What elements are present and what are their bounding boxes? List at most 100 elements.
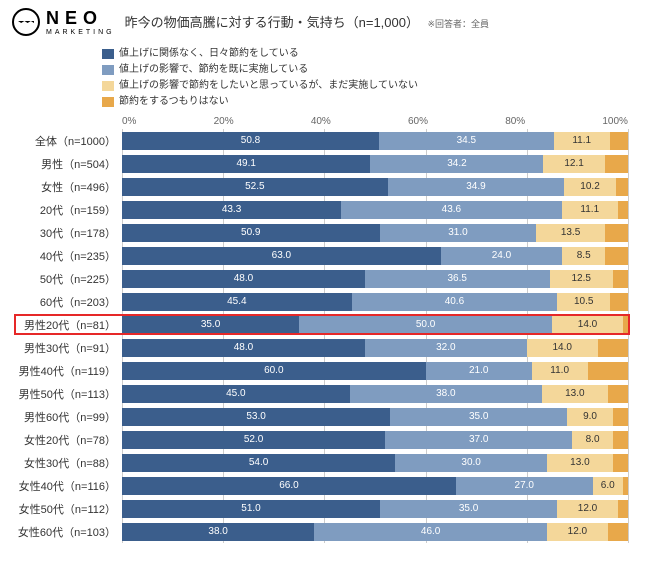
row-label: 男性30代（n=91） — [12, 340, 122, 356]
row-label: 男性40代（n=119） — [12, 363, 122, 379]
row-label: 女性40代（n=116） — [12, 478, 122, 494]
row-label: 60代（n=203） — [12, 294, 122, 310]
legend-item: 値上げの影響で、節約を既に実施している — [102, 62, 638, 78]
bar-segment — [610, 293, 628, 311]
stacked-bar: 54.030.013.0 — [122, 454, 628, 472]
bar-segment: 48.0 — [122, 339, 365, 357]
legend-swatch — [102, 65, 114, 75]
bar-segment — [623, 477, 628, 495]
stacked-bar: 43.343.611.1 — [122, 201, 628, 219]
logo: NEO MARKETING — [12, 8, 115, 36]
bar-segment: 66.0 — [122, 477, 456, 495]
legend-swatch — [102, 81, 114, 91]
legend-label: 値上げの影響で、節約を既に実施している — [119, 62, 308, 78]
bar-segment: 21.0 — [426, 362, 532, 380]
chart-note: ※回答者：全員 — [427, 19, 489, 29]
stacked-bar: 66.027.06.0 — [122, 477, 628, 495]
legend-label: 値上げの影響で節約をしたいと思っているが、まだ実施していない — [119, 78, 418, 94]
legend-swatch — [102, 97, 114, 107]
logo-sub: MARKETING — [46, 29, 115, 36]
stacked-bar: 48.032.014.0 — [122, 339, 628, 357]
row-label: 20代（n=159） — [12, 202, 122, 218]
row-label: 女性（n=496） — [12, 179, 122, 195]
bar-segment: 52.5 — [122, 178, 388, 196]
table-row: 女性20代（n=78）52.037.08.0 — [12, 428, 638, 451]
bar-segment: 37.0 — [385, 431, 572, 449]
bar-segment — [623, 316, 628, 334]
bar-segment — [613, 270, 628, 288]
stacked-bar: 52.037.08.0 — [122, 431, 628, 449]
bar-segment: 13.0 — [542, 385, 608, 403]
table-row: 女性30代（n=88）54.030.013.0 — [12, 451, 638, 474]
bar-segment: 31.0 — [380, 224, 537, 242]
bar-segment: 60.0 — [122, 362, 426, 380]
legend-swatch — [102, 49, 114, 59]
bar-segment: 40.6 — [352, 293, 557, 311]
bar-segment: 34.9 — [388, 178, 565, 196]
bar-segment: 34.5 — [379, 132, 554, 150]
stacked-bar: 45.440.610.5 — [122, 293, 628, 311]
bar-segment — [618, 500, 628, 518]
legend-label: 値上げに関係なく、日々節約をしている — [119, 46, 299, 62]
bar-segment — [588, 362, 628, 380]
table-row: 30代（n=178）50.931.013.5 — [12, 221, 638, 244]
bar-segment: 30.0 — [395, 454, 547, 472]
bar-segment: 8.0 — [572, 431, 612, 449]
title-wrap: 昨今の物価高騰に対する行動・気持ち（n=1,000） ※回答者：全員 — [125, 8, 638, 32]
axis-tick: 80% — [505, 116, 525, 127]
bar-segment: 10.5 — [557, 293, 610, 311]
bar-segment: 38.0 — [350, 385, 542, 403]
legend-item: 節約をするつもりはない — [102, 94, 638, 110]
logo-neo: NEO — [46, 9, 115, 27]
chart-title: 昨今の物価高騰に対する行動・気持ち（n=1,000） — [125, 15, 419, 30]
bar-segment: 50.9 — [122, 224, 380, 242]
axis-tick: 20% — [214, 116, 234, 127]
bar-segment: 50.0 — [299, 316, 552, 334]
bar-segment: 50.8 — [122, 132, 379, 150]
legend: 値上げに関係なく、日々節約をしている値上げの影響で、節約を既に実施している値上げ… — [102, 46, 638, 110]
bar-segment: 45.0 — [122, 385, 350, 403]
row-label: 女性30代（n=88） — [12, 455, 122, 471]
header: NEO MARKETING 昨今の物価高騰に対する行動・気持ち（n=1,000）… — [12, 8, 638, 36]
row-label: 30代（n=178） — [12, 225, 122, 241]
bar-segment: 24.0 — [441, 247, 562, 265]
bar-segment — [613, 408, 628, 426]
axis-tick: 0% — [122, 116, 136, 127]
bar-segment: 9.0 — [567, 408, 613, 426]
table-row: 男性50代（n=113）45.038.013.0 — [12, 382, 638, 405]
table-row: 女性（n=496）52.534.910.2 — [12, 175, 638, 198]
table-row: 40代（n=235）63.024.08.5 — [12, 244, 638, 267]
bar-segment: 43.3 — [122, 201, 341, 219]
row-label: 女性60代（n=103） — [12, 524, 122, 540]
bar-segment — [598, 339, 628, 357]
bar-segment: 48.0 — [122, 270, 365, 288]
stacked-bar: 49.134.212.1 — [122, 155, 628, 173]
bar-segment: 51.0 — [122, 500, 380, 518]
row-label: 男性50代（n=113） — [12, 386, 122, 402]
bar-segment — [605, 155, 628, 173]
stacked-bar: 38.046.012.0 — [122, 523, 628, 541]
table-row: 男性40代（n=119）60.021.011.0 — [12, 359, 638, 382]
row-label: 50代（n=225） — [12, 271, 122, 287]
legend-label: 節約をするつもりはない — [119, 94, 229, 110]
bar-segment: 53.0 — [122, 408, 390, 426]
legend-item: 値上げの影響で節約をしたいと思っているが、まだ実施していない — [102, 78, 638, 94]
table-row: 女性60代（n=103）38.046.012.0 — [12, 520, 638, 543]
bar-segment — [608, 523, 628, 541]
bar-segment — [605, 224, 628, 242]
table-row: 男性20代（n=81）35.050.014.0 — [12, 313, 638, 336]
bar-segment — [605, 247, 628, 265]
bar-segment: 27.0 — [456, 477, 593, 495]
stacked-bar: 60.021.011.0 — [122, 362, 628, 380]
bar-segment: 45.4 — [122, 293, 352, 311]
bar-segment: 11.1 — [554, 132, 610, 150]
bar-segment — [608, 385, 628, 403]
bar-segment: 6.0 — [593, 477, 623, 495]
table-row: 男性60代（n=99）53.035.09.0 — [12, 405, 638, 428]
table-row: 全体（n=1000）50.834.511.1 — [12, 129, 638, 152]
row-label: 男性60代（n=99） — [12, 409, 122, 425]
bar-segment: 32.0 — [365, 339, 527, 357]
bar-segment: 12.0 — [547, 523, 608, 541]
bar-segment: 13.0 — [547, 454, 613, 472]
bar-segment: 52.0 — [122, 431, 385, 449]
